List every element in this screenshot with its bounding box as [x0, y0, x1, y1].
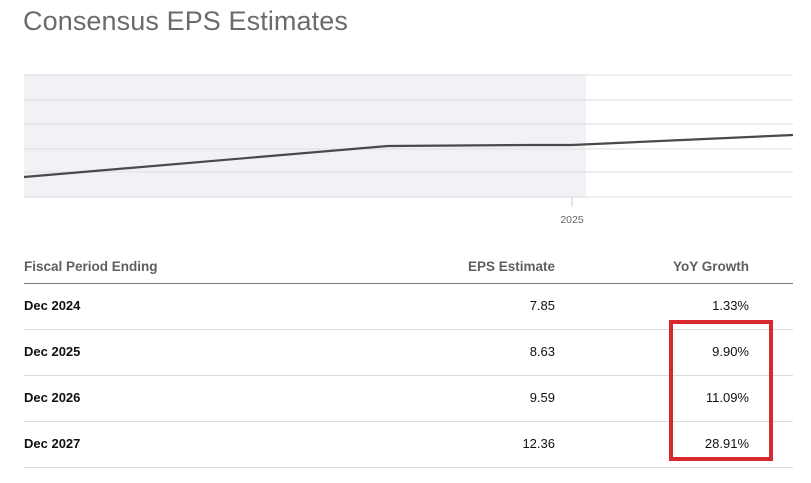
historical-shade [24, 75, 586, 197]
table-row: Dec 2024 7.85 1.33% [24, 284, 793, 330]
period-cell: Dec 2027 [24, 436, 81, 451]
eps-cell: 12.36 [522, 436, 555, 451]
growth-cell: 9.90% [712, 344, 749, 359]
eps-cell: 8.63 [529, 344, 555, 359]
table-header: Fiscal Period Ending EPS Estimate YoY Gr… [24, 250, 793, 284]
period-cell: Dec 2024 [24, 298, 81, 313]
eps-line-chart: 2025 [23, 74, 794, 226]
table-row: Dec 2027 12.36 28.91% [24, 422, 793, 468]
page-title: Consensus EPS Estimates [23, 6, 348, 36]
eps-cell: 9.59 [529, 390, 555, 405]
period-cell: Dec 2026 [24, 390, 81, 405]
x-axis-label-2025: 2025 [560, 214, 584, 226]
growth-highlight-box [669, 320, 773, 461]
period-cell: Dec 2025 [24, 344, 81, 359]
table-row: Dec 2026 9.59 11.09% [24, 376, 793, 422]
growth-cell: 28.91% [704, 436, 749, 451]
eps-series-line [23, 133, 794, 179]
eps-table: Fiscal Period Ending EPS Estimate YoY Gr… [24, 250, 793, 468]
gridlines [24, 74, 793, 198]
growth-cell: 1.33% [712, 298, 749, 313]
eps-cell: 7.85 [529, 298, 555, 313]
header-eps-estimate[interactable]: EPS Estimate [467, 259, 555, 274]
table-row: Dec 2025 8.63 9.90% [24, 330, 793, 376]
header-yoy-growth[interactable]: YoY Growth [672, 259, 749, 274]
header-fiscal-period[interactable]: Fiscal Period Ending [24, 259, 158, 274]
growth-cell: 11.09% [705, 390, 749, 405]
